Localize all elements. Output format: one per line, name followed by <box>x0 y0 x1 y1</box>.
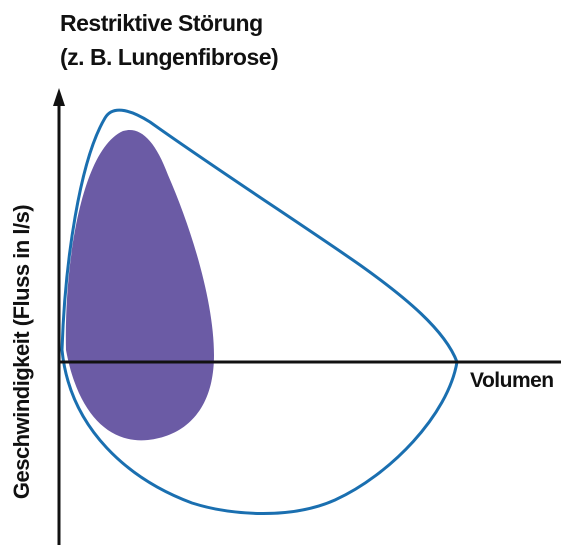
figure-title: Restriktive Störung (z. B. Lungenfibrose… <box>60 6 279 74</box>
y-axis-label: Geschwindigkeit (Fluss in l/s) <box>9 204 34 500</box>
y-axis-arrow <box>53 88 65 106</box>
x-axis-label: Volumen <box>470 369 554 392</box>
restrictive-loop-shape <box>65 130 215 441</box>
title-line-1: Restriktive Störung <box>60 10 263 36</box>
title-line-2: (z. B. Lungenfibrose) <box>60 44 279 70</box>
normal-loop-outline <box>60 108 459 515</box>
